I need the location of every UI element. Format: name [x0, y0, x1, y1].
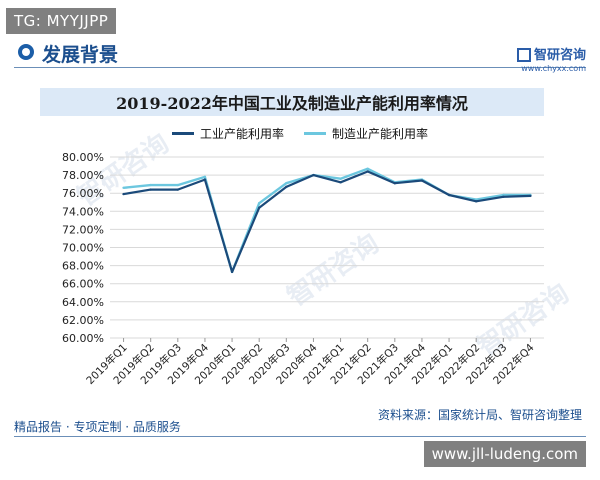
data-point-industrial — [366, 170, 369, 173]
chart-title-bar: 2019-2022年中国工业及制造业产能利用率情况 — [40, 88, 544, 116]
data-point-industrial — [420, 179, 424, 182]
header-divider — [14, 67, 586, 68]
y-tick-label: 72.00% — [62, 223, 104, 236]
data-point-industrial — [447, 193, 451, 197]
tg-badge: TG: MYYJJPP — [6, 8, 117, 34]
brand-url: www.chyxx.com — [521, 64, 586, 73]
legend-label-industrial: 工业产能利用率 — [199, 126, 284, 141]
legend-item-manufacturing: 制造业产能利用率 — [304, 124, 428, 142]
data-point-industrial — [122, 192, 125, 196]
legend-item-industrial: 工业产能利用率 — [171, 124, 284, 142]
data-point-manufacturing — [502, 193, 505, 197]
data-point-industrial — [312, 173, 315, 177]
legend-swatch-manufacturing — [304, 131, 326, 135]
data-point-industrial — [529, 194, 532, 198]
data-point-industrial — [176, 188, 180, 191]
data-point-industrial — [285, 185, 288, 189]
data-point-manufacturing — [122, 186, 125, 189]
data-point-manufacturing — [149, 183, 152, 187]
footer-tagline: 精品报告 · 专项定制 · 品质服务 — [14, 420, 181, 434]
data-point-manufacturing — [339, 177, 342, 180]
brand-name: 智研咨询 — [533, 48, 586, 63]
y-tick-label: 80.00% — [62, 151, 104, 164]
y-tick-label: 78.00% — [62, 169, 104, 182]
brand-icon — [516, 48, 531, 62]
y-tick-label: 74.00% — [62, 205, 104, 218]
data-point-industrial — [502, 195, 505, 199]
data-point-industrial — [203, 178, 207, 181]
data-source: 资料来源：国家统计局、智研咨询整理 — [377, 408, 582, 422]
data-point-manufacturing — [176, 183, 180, 187]
section-header: 发展背景 — [14, 40, 586, 68]
y-tick-label: 64.00% — [62, 296, 104, 309]
y-tick-label: 68.00% — [62, 260, 104, 273]
brand-logo: 智研咨询 www.chyxx.com — [516, 44, 586, 73]
data-point-industrial — [149, 188, 152, 191]
y-tick-label: 76.00% — [62, 187, 104, 200]
footer-divider — [14, 436, 586, 437]
data-point-manufacturing — [203, 175, 207, 179]
series-line-industrial — [123, 170, 531, 273]
data-point-industrial — [474, 200, 478, 203]
data-point-manufacturing — [366, 167, 369, 170]
y-tick-label: 70.00% — [62, 242, 104, 255]
data-point-manufacturing — [257, 201, 261, 205]
y-tick-label: 60.00% — [62, 332, 104, 345]
chart-title: 2019-2022年中国工业及制造业产能利用率情况 — [116, 94, 468, 113]
url-badge: www.jll-ludeng.com — [423, 441, 586, 467]
y-tick-label: 66.00% — [62, 278, 104, 291]
data-point-manufacturing — [285, 182, 288, 185]
data-point-industrial — [393, 182, 397, 185]
legend-swatch-industrial — [171, 131, 194, 135]
data-point-industrial — [230, 270, 234, 274]
data-point-industrial — [339, 181, 342, 184]
series-line-manufacturing — [123, 167, 531, 274]
legend-label-manufacturing: 制造业产能利用率 — [332, 126, 429, 141]
bullet-icon — [18, 44, 34, 60]
section-title: 发展背景 — [42, 44, 119, 66]
y-tick-label: 62.00% — [62, 314, 104, 327]
chart-legend: 工业产能利用率 制造业产能利用率 — [0, 124, 600, 142]
data-point-industrial — [257, 206, 261, 209]
